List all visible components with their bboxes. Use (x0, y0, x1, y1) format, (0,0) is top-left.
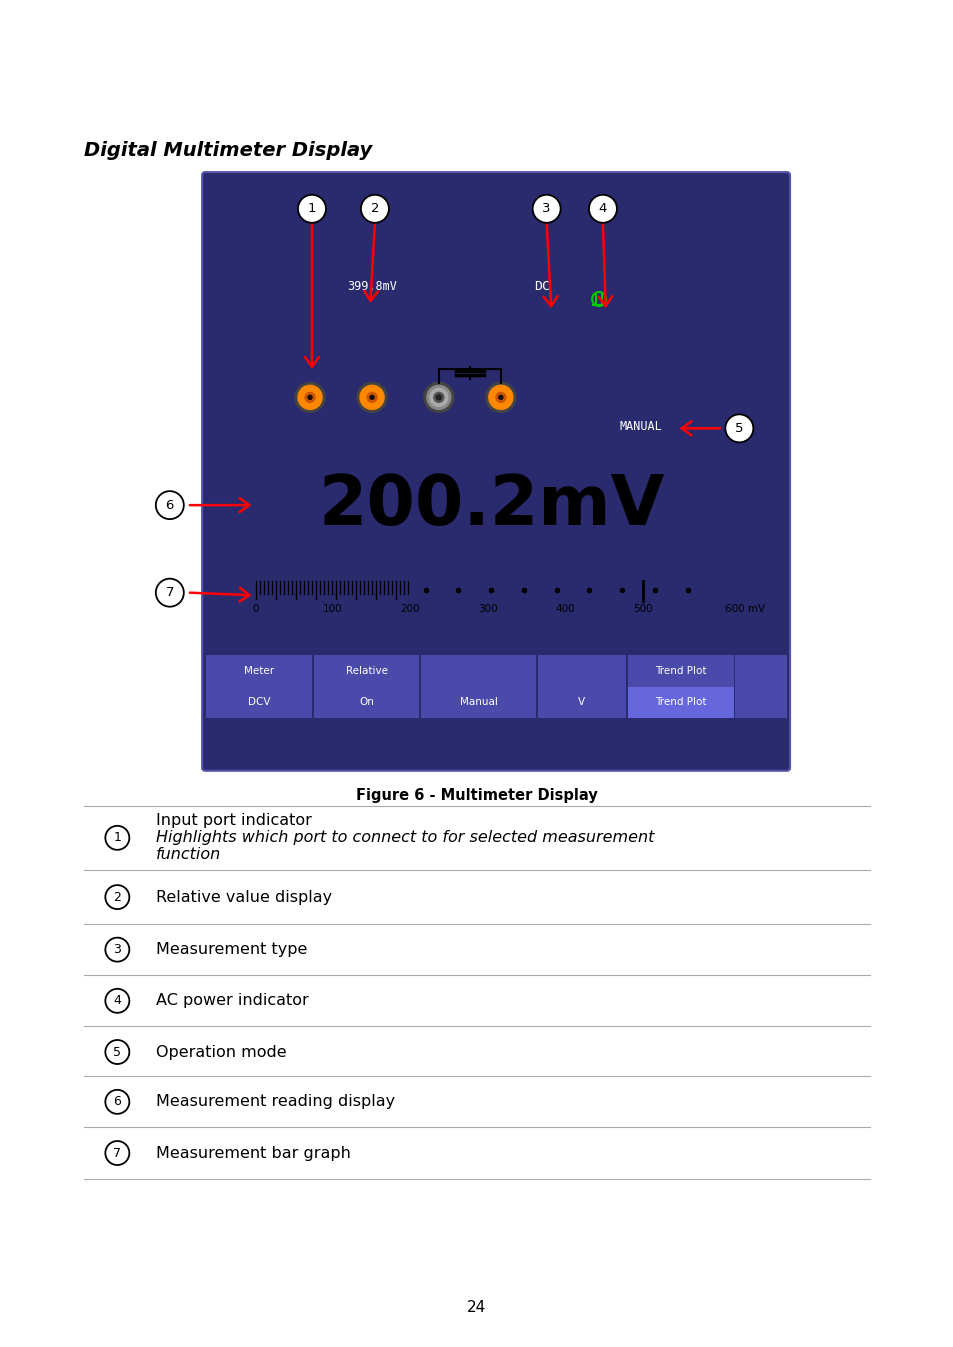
Bar (734, 655, 786, 687)
Bar (421, 687, 536, 718)
Text: Relative: Relative (345, 665, 387, 676)
Circle shape (105, 1040, 130, 1064)
Circle shape (488, 385, 513, 409)
FancyArrowPatch shape (598, 222, 612, 306)
Bar (537, 687, 625, 718)
Bar (206, 655, 312, 687)
Text: 400: 400 (555, 603, 575, 614)
Text: Digital Multimeter Display: Digital Multimeter Display (84, 141, 372, 160)
Text: Highlights which port to connect to for selected measurement
function: Highlights which port to connect to for … (155, 830, 653, 862)
Text: Measurement bar graph: Measurement bar graph (155, 1145, 350, 1161)
Text: V: V (578, 698, 585, 707)
FancyBboxPatch shape (202, 172, 789, 770)
Circle shape (297, 195, 326, 222)
Text: 0: 0 (253, 603, 258, 614)
Circle shape (370, 396, 374, 399)
Circle shape (105, 938, 130, 962)
Circle shape (155, 579, 184, 606)
Text: Figure 6 - Multimeter Display: Figure 6 - Multimeter Display (355, 788, 598, 803)
Circle shape (367, 392, 376, 403)
Bar (627, 687, 733, 718)
Text: DC: DC (534, 280, 549, 294)
Circle shape (356, 383, 387, 412)
Text: 3: 3 (113, 943, 121, 956)
Text: 300: 300 (477, 603, 497, 614)
Text: 5: 5 (113, 1045, 121, 1059)
Circle shape (297, 385, 322, 409)
Text: MANUAL: MANUAL (618, 420, 661, 434)
FancyArrowPatch shape (305, 222, 318, 366)
Text: AC power indicator: AC power indicator (155, 993, 308, 1009)
Text: On: On (358, 698, 374, 707)
Text: Input port indicator: Input port indicator (155, 812, 311, 828)
Bar (734, 687, 786, 718)
Circle shape (359, 385, 384, 409)
Circle shape (496, 392, 505, 403)
Circle shape (436, 395, 441, 400)
Text: 500: 500 (633, 603, 652, 614)
Circle shape (588, 195, 617, 222)
Text: Trend Plot: Trend Plot (655, 698, 706, 707)
Circle shape (105, 826, 130, 850)
FancyArrowPatch shape (190, 587, 249, 602)
Text: 2: 2 (113, 890, 121, 904)
Text: DCV: DCV (248, 698, 270, 707)
Circle shape (305, 392, 314, 403)
FancyArrowPatch shape (681, 422, 720, 435)
FancyArrowPatch shape (190, 498, 249, 512)
Text: 100: 100 (323, 603, 342, 614)
Text: 200: 200 (400, 603, 420, 614)
Circle shape (532, 195, 560, 222)
Bar (314, 655, 419, 687)
Text: 24: 24 (467, 1300, 486, 1315)
Text: Operation mode: Operation mode (155, 1044, 286, 1060)
Text: Relative value display: Relative value display (155, 889, 332, 905)
Text: 7: 7 (113, 1146, 121, 1160)
Text: 5: 5 (735, 422, 742, 435)
Text: 6: 6 (113, 1095, 121, 1109)
Text: 4: 4 (598, 202, 606, 216)
Text: 399.8mV: 399.8mV (347, 280, 396, 294)
Text: Measurement type: Measurement type (155, 942, 307, 958)
Text: 600 mV: 600 mV (724, 603, 764, 614)
Text: 3: 3 (542, 202, 550, 216)
Text: 6: 6 (166, 498, 173, 512)
FancyArrowPatch shape (364, 222, 377, 300)
Bar (314, 687, 419, 718)
Circle shape (105, 885, 130, 909)
Circle shape (155, 492, 184, 519)
Text: 4: 4 (113, 994, 121, 1008)
Circle shape (434, 392, 443, 403)
Circle shape (423, 383, 454, 412)
FancyArrowPatch shape (543, 222, 557, 306)
Circle shape (724, 415, 753, 442)
Circle shape (105, 1141, 130, 1165)
Bar (627, 655, 733, 687)
Circle shape (485, 383, 516, 412)
Text: 200.2mV: 200.2mV (317, 471, 664, 539)
Circle shape (308, 396, 312, 399)
Text: 7: 7 (166, 586, 173, 599)
Text: 1: 1 (308, 202, 315, 216)
Text: 1: 1 (113, 831, 121, 845)
Circle shape (360, 195, 389, 222)
Circle shape (426, 385, 451, 409)
Circle shape (498, 396, 502, 399)
Circle shape (294, 383, 325, 412)
Circle shape (430, 388, 447, 407)
Text: Measurement reading display: Measurement reading display (155, 1094, 395, 1110)
Circle shape (105, 989, 130, 1013)
Circle shape (105, 1090, 130, 1114)
Text: Trend Plot: Trend Plot (655, 665, 706, 676)
Text: 2: 2 (371, 202, 378, 216)
Text: Meter: Meter (244, 665, 274, 676)
Bar (206, 687, 312, 718)
Text: Manual: Manual (459, 698, 497, 707)
Bar (421, 655, 536, 687)
Bar (537, 655, 625, 687)
